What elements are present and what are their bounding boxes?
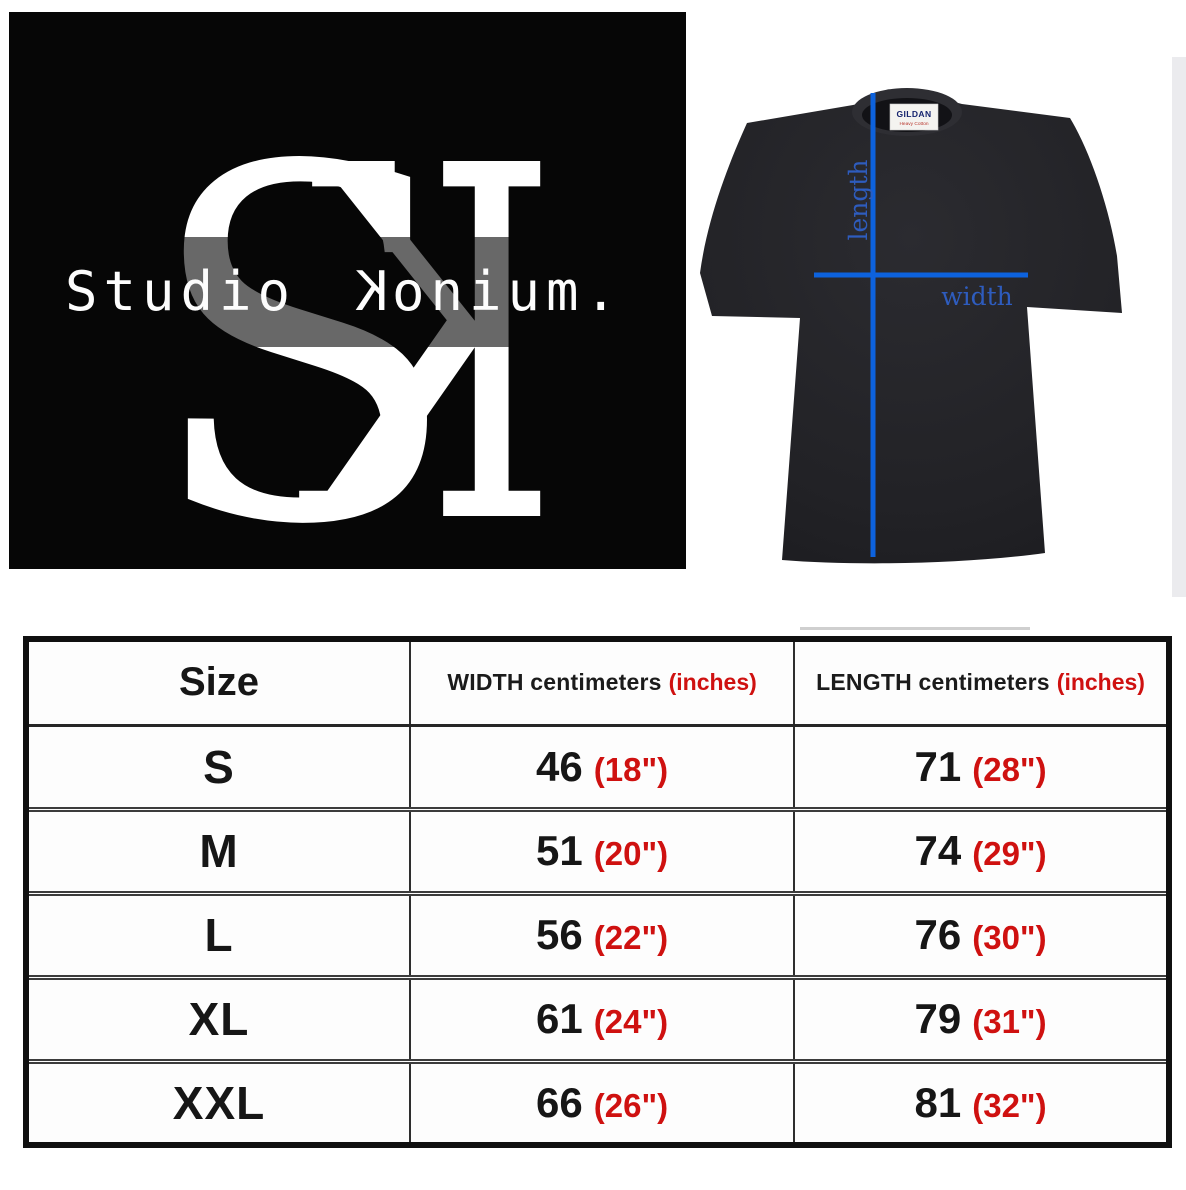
tag-sub-text: Heavy Cotton — [899, 121, 928, 127]
length-inches: (28") — [972, 750, 1047, 788]
length-inches: (31") — [972, 1003, 1047, 1040]
header-width: WIDTH centimeters (inches) — [409, 639, 795, 725]
width-cm: 66 — [536, 1078, 583, 1126]
width-inches: (22") — [593, 919, 669, 956]
width-inches: (26") — [593, 1086, 669, 1124]
length-cm: 81 — [914, 1078, 962, 1126]
width-inches: (24") — [593, 1003, 669, 1040]
separator-artifact-line — [800, 627, 1030, 630]
length-inches: (29") — [972, 835, 1047, 872]
table-row: L 56 (22") 76 (30") — [26, 893, 1169, 977]
size-value: XXL — [172, 1076, 266, 1129]
header-width-label: WIDTH centimeters — [447, 669, 662, 696]
table-row: S 46 (18") 71 (28") — [26, 725, 1169, 809]
logo-canvas: S K Studio K onium. — [9, 12, 686, 569]
wordmark-onium: onium. — [392, 260, 623, 323]
table-header-row: Size WIDTH centimeters (inches) LENGTH ce… — [26, 639, 1169, 725]
tshirt-measurement-diagram: GILDAN Heavy Cotton length width — [700, 88, 1122, 564]
length-cm: 74 — [914, 827, 962, 874]
header-length-inches: (inches) — [1056, 669, 1145, 696]
width-label: width — [941, 282, 1013, 311]
size-chart-table: Size WIDTH centimeters (inches) LENGTH ce… — [23, 636, 1172, 1148]
header-size-label: Size — [179, 660, 260, 705]
width-cm: 61 — [536, 995, 583, 1042]
width-cm: 51 — [536, 827, 583, 874]
length-inches: (30") — [972, 919, 1047, 956]
size-value: S — [203, 740, 235, 793]
photo-right-edge — [1172, 57, 1186, 597]
size-value: XL — [188, 993, 250, 1045]
tag-brand-text: GILDAN — [897, 109, 932, 119]
length-label: length — [844, 159, 873, 240]
width-cm: 56 — [536, 911, 583, 958]
neck-tag: GILDAN Heavy Cotton — [889, 103, 939, 131]
tag-rect — [889, 103, 939, 131]
size-value: M — [199, 825, 239, 877]
table-row: M 51 (20") 74 (29") — [26, 809, 1169, 893]
logo-wordmark: Studio K onium. — [65, 260, 623, 323]
header-width-inches: (inches) — [668, 669, 757, 696]
length-cm: 76 — [914, 911, 962, 958]
size-value: L — [204, 909, 234, 961]
logo-gray-band — [9, 237, 686, 347]
length-cm: 71 — [914, 742, 962, 790]
table-row: XXL 66 (26") 81 (32") — [26, 1061, 1169, 1145]
length-inches: (32") — [972, 1086, 1047, 1124]
width-cm: 46 — [536, 742, 583, 790]
width-inches: (20") — [593, 835, 669, 872]
wordmark-k-mirrored: K — [349, 260, 388, 323]
table-row: XL 61 (24") 79 (31") — [26, 977, 1169, 1061]
width-inches: (18") — [593, 750, 669, 788]
tshirt-silhouette — [700, 97, 1122, 564]
header-length: LENGTH centimeters (inches) — [793, 639, 1169, 725]
header-size: Size — [26, 639, 410, 725]
header-length-label: LENGTH centimeters — [816, 669, 1050, 696]
studio-konium-logo: S K Studio K onium. — [9, 12, 686, 569]
wordmark-studio: Studio — [65, 260, 296, 323]
length-cm: 79 — [914, 995, 962, 1042]
